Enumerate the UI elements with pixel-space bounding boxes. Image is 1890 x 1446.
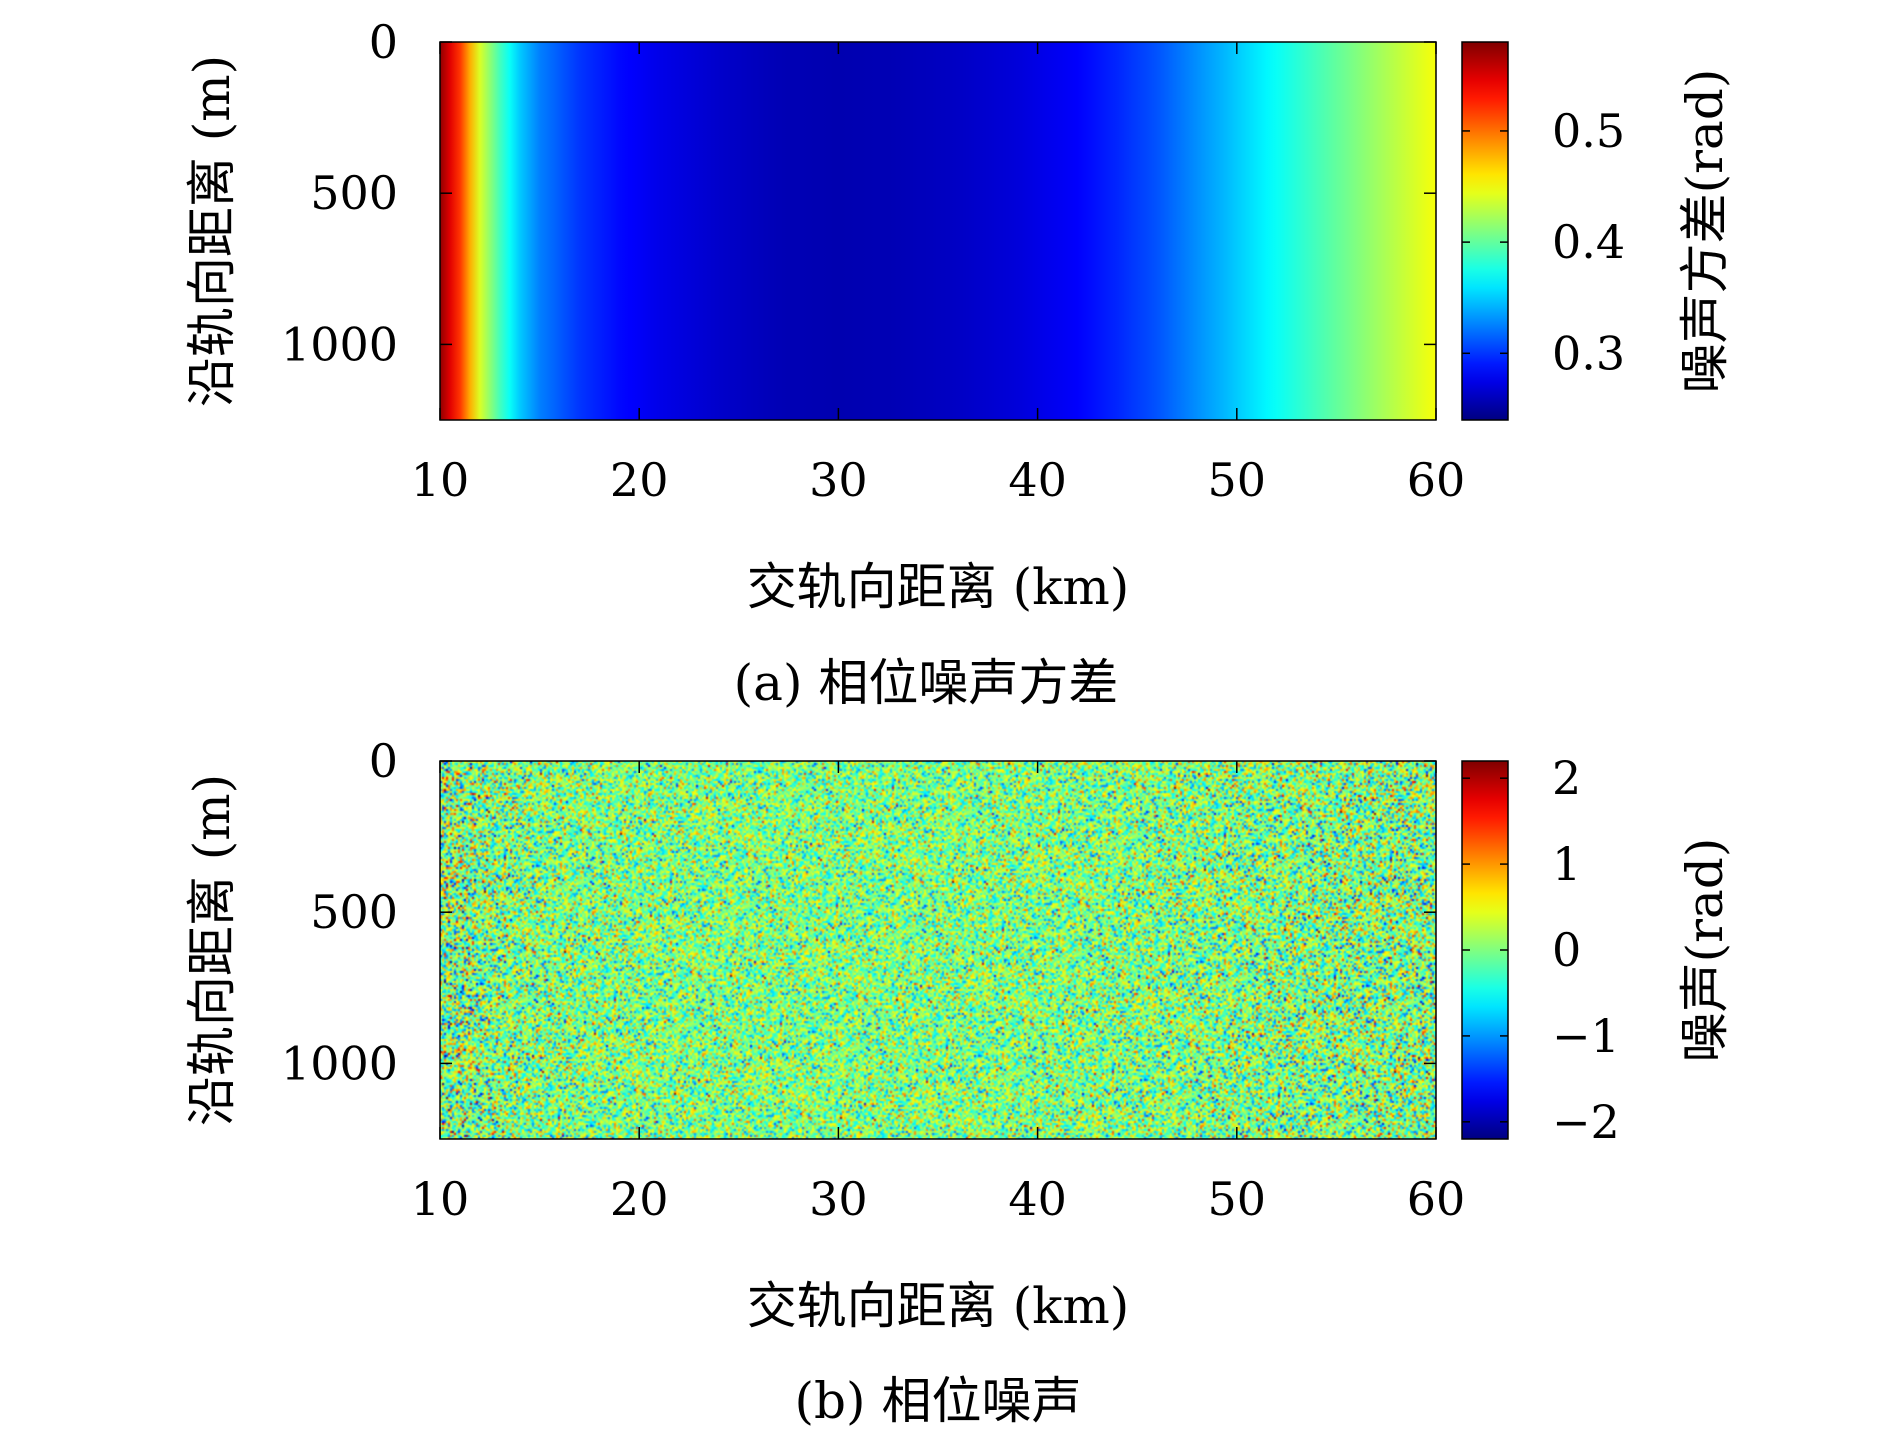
colorbar-tick-label: 2 [1552, 751, 1581, 805]
noise-heatmap [440, 761, 1436, 1139]
x-tick-label: 60 [1407, 1172, 1466, 1226]
x-tick-label: 10 [411, 453, 470, 507]
colorbar-a [1461, 41, 1509, 421]
x-tick-label: 40 [1008, 1172, 1067, 1226]
x-tick-label: 30 [809, 1172, 868, 1226]
y-tick-label: 500 [310, 166, 398, 220]
plot-b-ticks [439, 760, 1437, 1139]
y-tick-label: 0 [369, 15, 398, 69]
variance-heatmap [440, 42, 1436, 420]
plot-a-ylabel: 沿轨向距离 (m) [183, 55, 241, 407]
colorbar-b-label: 噪声(rad) [1676, 838, 1734, 1063]
colorbar-tick-label: 0 [1552, 923, 1581, 977]
colorbar-tick-label: −1 [1552, 1009, 1620, 1063]
plot-b-ylabel: 沿轨向距离 (m) [183, 774, 241, 1126]
colorbar-tick-label: 0.4 [1552, 215, 1625, 269]
plot-a-y-tick-labels: 0 500 1000 [281, 15, 398, 371]
y-tick-label: 500 [310, 885, 398, 939]
x-tick-label: 20 [610, 453, 669, 507]
y-tick-label: 1000 [281, 317, 398, 371]
plot-a-caption: (a) 相位噪声方差 [734, 654, 1119, 712]
colorbar-a-ticks: 0.3 0.4 0.5 [1462, 104, 1625, 380]
plot-b-frame [439, 760, 1437, 1140]
plot-a-ticks [439, 41, 1437, 420]
plot-a-xlabel: 交轨向距离 (km) [747, 558, 1130, 616]
x-tick-label: 50 [1208, 1172, 1267, 1226]
x-tick-label: 30 [809, 453, 868, 507]
x-tick-label: 60 [1407, 453, 1466, 507]
x-tick-label: 50 [1208, 453, 1267, 507]
x-tick-label: 10 [411, 1172, 470, 1226]
colorbar-tick-label: 0.5 [1552, 104, 1625, 158]
x-tick-label: 40 [1008, 453, 1067, 507]
colorbar-b-ticks: −2 −1 0 1 2 [1462, 751, 1620, 1149]
colorbar-a-label: 噪声方差(rad) [1676, 69, 1734, 394]
y-tick-label: 0 [369, 734, 398, 788]
x-tick-label: 20 [610, 1172, 669, 1226]
y-tick-label: 1000 [281, 1036, 398, 1090]
colorbar-tick-label: 0.3 [1552, 326, 1625, 380]
plot-b-x-tick-labels: 10 20 30 40 50 60 [411, 1172, 1466, 1226]
plot-b-y-tick-labels: 0 500 1000 [281, 734, 398, 1090]
panel-a: 10 20 30 40 50 60 0 500 1000 沿轨向距离 (m) 交轨向距离 (k… [183, 15, 1734, 712]
plot-a-frame [439, 41, 1437, 421]
plot-b-xlabel: 交轨向距离 (km) [747, 1277, 1130, 1335]
colorbar-tick-label: −2 [1552, 1095, 1620, 1149]
colorbar-tick-label: 1 [1552, 837, 1581, 891]
plot-a-x-tick-labels: 10 20 30 40 50 60 [411, 453, 1466, 507]
plot-b-caption: (b) 相位噪声 [795, 1372, 1082, 1430]
